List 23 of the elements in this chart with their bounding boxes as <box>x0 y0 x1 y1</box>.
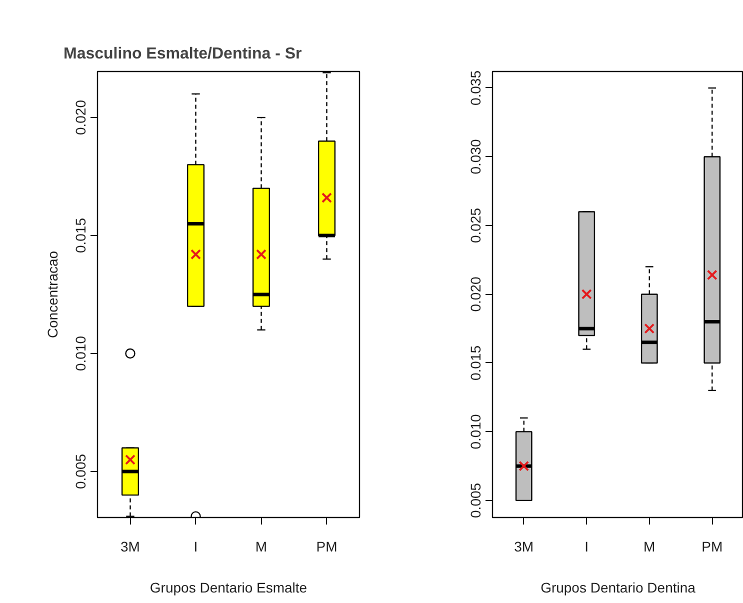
x-tick-label: PM <box>316 538 338 554</box>
x-tick-label: M <box>644 538 656 554</box>
x-axis-title: Grupos Dentario Esmalte <box>150 580 308 596</box>
y-tick-label: 0.025 <box>468 208 484 243</box>
y-tick-label: 0.015 <box>72 218 88 254</box>
x-tick-label: 3M <box>120 538 140 554</box>
y-tick-label: 0.005 <box>468 482 484 518</box>
y-tick-label: 0.020 <box>468 276 484 312</box>
y-tick-label: 0.005 <box>72 454 88 489</box>
x-tick-label: M <box>255 538 268 554</box>
y-tick-label: 0.010 <box>468 414 484 450</box>
x-axis-title: Grupos Dentario Dentina <box>540 580 696 596</box>
x-tick-label: I <box>584 538 589 554</box>
x-tick-label: 3M <box>514 538 534 554</box>
y-tick-label: 0.015 <box>468 345 484 380</box>
y-tick-label: 0.035 <box>468 70 484 106</box>
y-axis-title: Concentracao <box>44 250 60 338</box>
chart-title: Masculino Esmalte/Dentina - Sr <box>64 46 302 62</box>
x-tick-label: I <box>194 538 198 554</box>
y-tick-label: 0.030 <box>468 139 484 174</box>
y-tick-label: 0.010 <box>72 336 88 372</box>
x-tick-label: PM <box>702 538 723 554</box>
y-tick-label: 0.020 <box>72 100 88 136</box>
